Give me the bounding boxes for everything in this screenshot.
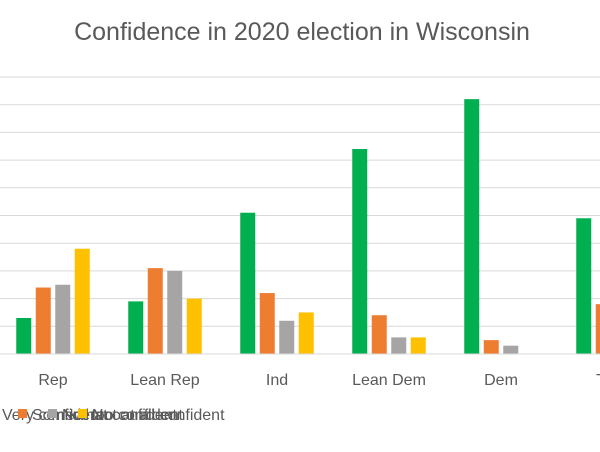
bar-not-at-all-confident-lean-dem [410, 337, 426, 354]
bar-very-confident-ind [240, 212, 256, 354]
bar-not-too-confident-ind [279, 320, 295, 354]
bar-not-too-confident-dem [503, 345, 519, 354]
gridlines [0, 76, 600, 327]
x-tick-label-lean-dem: Lean Dem [352, 372, 426, 389]
category-group-rep [16, 248, 90, 354]
legend-label: Not at all confident [92, 407, 225, 424]
x-tick-label-lean-rep: Lean Rep [130, 372, 199, 389]
bar-not-at-all-confident-rep [74, 248, 90, 354]
bar-not-at-all-confident-lean-rep [186, 298, 202, 354]
category-group-dem [464, 99, 519, 354]
bar-very-confident-rep [16, 317, 32, 354]
legend-item-not-at-all-confident: Not at all confident [78, 407, 225, 424]
x-tick-label-dem: Dem [484, 372, 518, 389]
bar-somewhat-confident-lean-dem [371, 315, 387, 354]
bar-very-confident-total [576, 218, 592, 354]
bar-not-too-confident-rep [55, 284, 71, 354]
legend-label: Somewhat confident [32, 407, 178, 424]
x-tick-label-total: Total [596, 372, 600, 389]
category-group-total [576, 218, 600, 354]
bar-somewhat-confident-ind [259, 293, 275, 354]
chart-title: Confidence in 2020 election in Wisconsin [74, 18, 530, 46]
x-tick-label-ind: Ind [266, 372, 288, 389]
legend-label: Not too confident [62, 407, 184, 424]
bar-somewhat-confident-lean-rep [147, 268, 163, 354]
legend-item-somewhat-confident: Somewhat confident [18, 407, 178, 424]
category-group-ind [240, 212, 314, 354]
category-group-lean-dem [352, 149, 426, 354]
bar-not-too-confident-lean-rep [167, 270, 183, 354]
bar-not-too-confident-lean-dem [391, 337, 407, 354]
category-group-lean-rep [128, 268, 202, 354]
bar-very-confident-dem [464, 99, 480, 354]
bar-not-at-all-confident-ind [298, 312, 314, 354]
bar-very-confident-lean-rep [128, 301, 144, 354]
legend-swatch [48, 409, 57, 418]
bar-very-confident-lean-dem [352, 149, 368, 354]
x-tick-label-rep: Rep [38, 372, 67, 389]
bar-somewhat-confident-total [595, 304, 600, 354]
legend-swatch [18, 409, 27, 418]
legend-item-not-too-confident: Not too confident [48, 407, 184, 424]
bar-somewhat-confident-dem [483, 340, 499, 354]
legend-swatch [78, 409, 87, 418]
bar-somewhat-confident-rep [35, 287, 51, 354]
